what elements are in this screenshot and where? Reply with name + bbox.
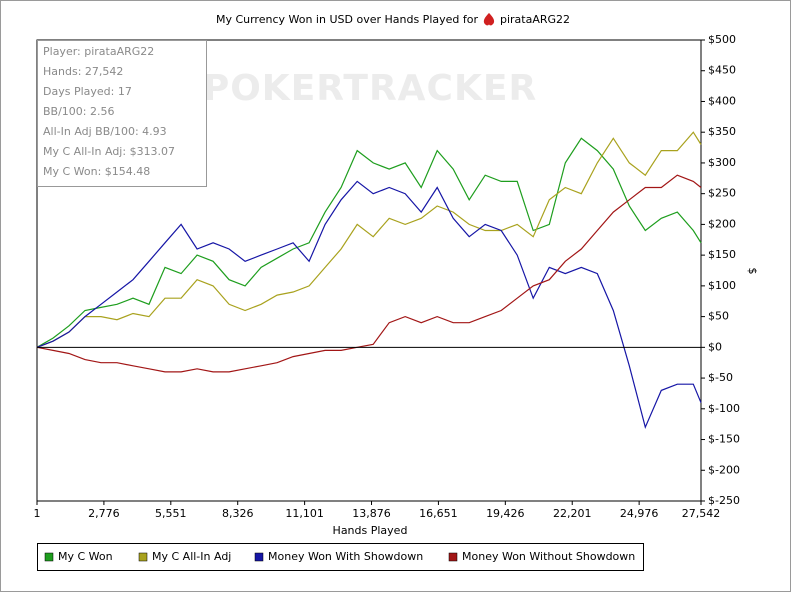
y-tick-label: $-50: [708, 371, 733, 384]
plot-frame: [36, 39, 702, 502]
y-axis-label: $: [746, 268, 759, 275]
info-line: Player: pirataARG22: [43, 45, 154, 58]
x-tick-label: 22,201: [553, 507, 592, 520]
y-tick-label: $200: [708, 217, 736, 230]
x-tick-label: 24,976: [620, 507, 659, 520]
x-tick-label: 27,542: [682, 507, 721, 520]
y-tick-label: $400: [708, 94, 736, 107]
y-tick-label: $250: [708, 187, 736, 200]
series-line: [36, 137, 702, 348]
player-name: pirataARG22: [500, 13, 570, 26]
x-tick-label: 1: [34, 507, 41, 520]
chart-title: My Currency Won in USD over Hands Played…: [216, 13, 479, 26]
y-tick-label: $150: [708, 248, 736, 261]
x-tick-label: 2,776: [88, 507, 120, 520]
legend-label: Money Won Without Showdown: [462, 550, 635, 563]
legend-box: [37, 543, 644, 571]
legend-label: My C All-In Adj: [152, 550, 231, 563]
legend-swatch: [138, 552, 148, 562]
y-tick-label: $-150: [708, 433, 740, 446]
legend-swatch: [254, 552, 264, 562]
y-tick-label: $-250: [708, 494, 740, 507]
x-tick-label: 8,326: [222, 507, 254, 520]
x-tick-label: 19,426: [486, 507, 525, 520]
x-tick-label: 5,551: [155, 507, 187, 520]
series-line: [36, 131, 702, 348]
y-tick-label: $-200: [708, 463, 740, 476]
spade-icon: [483, 13, 495, 26]
info-line: BB/100: 2.56: [43, 105, 115, 118]
series-line: [36, 174, 702, 373]
info-line: My C Won: $154.48: [43, 165, 150, 178]
y-tick-label: $50: [708, 310, 729, 323]
y-tick-label: $450: [708, 64, 736, 77]
legend-label: My C Won: [58, 550, 113, 563]
x-tick-label: 13,876: [352, 507, 391, 520]
y-tick-label: $-100: [708, 402, 740, 415]
series-line: [36, 180, 702, 430]
x-tick-label: 16,651: [419, 507, 458, 520]
info-box: [37, 40, 207, 187]
y-tick-label: $100: [708, 279, 736, 292]
info-line: Hands: 27,542: [43, 65, 123, 78]
info-line: Days Played: 17: [43, 85, 132, 98]
legend-swatch: [44, 552, 54, 562]
legend-label: Money Won With Showdown: [268, 550, 423, 563]
y-tick-label: $350: [708, 125, 736, 138]
y-tick-label: $300: [708, 156, 736, 169]
x-axis-label: Hands Played: [333, 524, 408, 537]
y-tick-label: $0: [708, 340, 722, 353]
watermark: POKERTRACKER: [203, 68, 537, 109]
info-line: My C All-In Adj: $313.07: [43, 145, 175, 158]
legend-swatch: [448, 552, 458, 562]
info-line: All-In Adj BB/100: 4.93: [43, 125, 167, 138]
y-tick-label: $500: [708, 33, 736, 46]
x-tick-label: 11,101: [285, 507, 324, 520]
